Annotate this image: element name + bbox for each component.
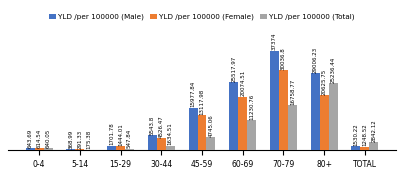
Text: 547.84: 547.84 xyxy=(127,129,132,148)
Text: 15977.84: 15977.84 xyxy=(190,81,196,107)
Bar xyxy=(125,149,134,150)
Text: 30036.8: 30036.8 xyxy=(281,47,286,70)
Text: 25517.97: 25517.97 xyxy=(231,56,236,82)
Bar xyxy=(279,70,288,150)
Bar xyxy=(288,105,297,150)
Bar xyxy=(26,148,34,150)
Bar xyxy=(311,73,320,150)
Text: 643.69: 643.69 xyxy=(28,129,33,148)
Text: 614.54: 614.54 xyxy=(36,129,42,148)
Text: 37374: 37374 xyxy=(272,33,277,50)
Bar xyxy=(329,83,338,150)
Bar xyxy=(270,51,279,150)
Text: 1701.78: 1701.78 xyxy=(109,122,114,145)
Bar xyxy=(247,120,256,150)
Legend: YLD /per 100000 (Male), YLD /per 100000 (Female), YLD /per 100000 (Total): YLD /per 100000 (Male), YLD /per 100000 … xyxy=(46,11,358,23)
Text: 11230.76: 11230.76 xyxy=(249,94,254,120)
Bar xyxy=(116,146,125,150)
Bar xyxy=(157,138,166,150)
Text: 5543.8: 5543.8 xyxy=(150,116,155,135)
Bar xyxy=(360,147,370,150)
Bar xyxy=(206,137,216,150)
Bar xyxy=(229,82,238,150)
Bar xyxy=(188,108,198,150)
Bar xyxy=(44,148,52,150)
Text: 368.99: 368.99 xyxy=(68,130,73,149)
Bar xyxy=(66,149,75,150)
Text: 13117.98: 13117.98 xyxy=(200,89,204,115)
Text: 16758.77: 16758.77 xyxy=(290,79,295,105)
Text: 1634.51: 1634.51 xyxy=(168,123,173,145)
Text: 1444.01: 1444.01 xyxy=(118,123,123,146)
Text: 1248.52: 1248.52 xyxy=(362,124,368,146)
Bar xyxy=(352,146,360,150)
Text: 640.05: 640.05 xyxy=(46,129,50,148)
Bar xyxy=(370,143,378,150)
Text: 4745.06: 4745.06 xyxy=(208,114,214,137)
Text: 175.38: 175.38 xyxy=(86,130,91,149)
Text: 20074.51: 20074.51 xyxy=(240,70,245,96)
Bar xyxy=(166,146,175,150)
Text: 1530.22: 1530.22 xyxy=(354,123,358,146)
Text: 29006.23: 29006.23 xyxy=(313,46,318,73)
Text: 291.33: 291.33 xyxy=(77,130,82,149)
Bar xyxy=(107,145,116,150)
Text: 25236.44: 25236.44 xyxy=(331,56,336,83)
Bar xyxy=(320,95,329,150)
Bar xyxy=(148,135,157,150)
Bar xyxy=(238,97,247,150)
Bar xyxy=(75,149,84,150)
Text: 20625.75: 20625.75 xyxy=(322,69,327,95)
Text: 4526.47: 4526.47 xyxy=(159,115,164,138)
Bar xyxy=(34,148,44,150)
Bar xyxy=(198,115,206,150)
Text: 2842.12: 2842.12 xyxy=(371,119,376,142)
